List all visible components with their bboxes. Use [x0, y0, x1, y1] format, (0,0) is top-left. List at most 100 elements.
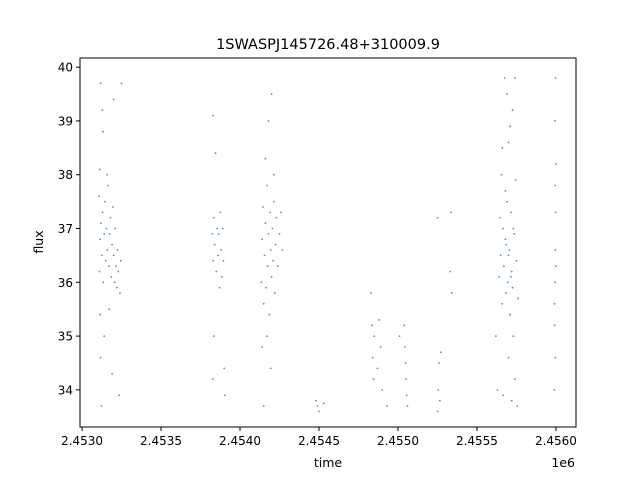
data-point [507, 141, 510, 144]
data-point [102, 281, 105, 284]
data-point [216, 227, 219, 230]
data-point [266, 265, 269, 268]
data-point [517, 297, 519, 300]
data-point [513, 378, 516, 381]
data-point [262, 405, 265, 407]
data-point [261, 345, 264, 348]
data-point [272, 259, 275, 262]
x-tick-label: 2.4550 [377, 434, 419, 448]
data-point [264, 222, 267, 225]
data-point [379, 345, 382, 348]
data-point [502, 227, 504, 230]
data-point [496, 388, 499, 391]
data-point [499, 254, 502, 257]
data-point [270, 276, 273, 278]
data-point [99, 313, 102, 316]
y-tick-label: 38 [58, 168, 73, 182]
data-point [511, 109, 514, 112]
data-point [115, 265, 117, 268]
data-point [511, 286, 514, 289]
data-point [316, 405, 319, 407]
data-point [262, 302, 265, 305]
data-point [220, 249, 222, 251]
data-point [505, 243, 508, 246]
x-tick-label: 2.4530 [61, 434, 103, 448]
data-point [278, 232, 281, 235]
data-point [214, 152, 217, 155]
data-point [438, 399, 441, 402]
data-point [502, 265, 505, 268]
data-point [217, 254, 219, 257]
data-point [100, 254, 103, 257]
data-point [111, 206, 114, 208]
data-point [117, 270, 120, 273]
data-point [509, 125, 512, 128]
data-point [450, 292, 453, 294]
data-point [112, 254, 115, 257]
data-point [265, 286, 267, 289]
data-point [112, 98, 115, 101]
data-point [263, 254, 266, 257]
data-point [381, 388, 384, 391]
data-point [322, 402, 325, 405]
data-point [213, 216, 215, 219]
data-point [510, 399, 513, 402]
data-point [98, 270, 101, 273]
data-point [111, 243, 113, 246]
data-point [220, 276, 223, 278]
data-point [224, 394, 226, 397]
data-point [222, 259, 225, 262]
data-point [100, 405, 103, 407]
data-point [514, 179, 517, 182]
data-point [378, 319, 380, 321]
data-point [554, 184, 557, 187]
data-point [109, 216, 112, 219]
data-point [553, 324, 556, 327]
y-tick-label: 35 [58, 330, 73, 344]
x-offset-label: 1e6 [551, 455, 575, 470]
data-point [439, 351, 442, 354]
data-point [262, 206, 264, 208]
data-point [217, 232, 220, 235]
data-point [211, 232, 214, 235]
data-point [510, 211, 512, 214]
data-point [314, 399, 317, 402]
data-point [386, 405, 388, 407]
data-point [103, 335, 106, 337]
data-point [212, 335, 215, 337]
data-point [555, 163, 557, 165]
data-point [99, 238, 102, 241]
data-point [554, 281, 556, 284]
data-point [281, 249, 284, 251]
data-point [265, 335, 268, 337]
data-point [376, 367, 379, 370]
data-point [500, 173, 503, 176]
data-point [372, 378, 375, 381]
data-point [212, 259, 215, 262]
axes-frame [79, 57, 577, 428]
data-point [506, 281, 509, 284]
data-point [106, 173, 108, 176]
data-point [318, 410, 320, 413]
data-point [100, 222, 102, 225]
x-tick-label: 2.4540 [219, 434, 261, 448]
y-tick-label: 40 [58, 61, 73, 75]
data-point [108, 232, 111, 235]
data-point [280, 211, 282, 214]
data-point [504, 238, 507, 241]
data-point [260, 281, 263, 284]
data-point [404, 345, 406, 348]
data-point [119, 292, 121, 294]
data-point [104, 259, 107, 262]
data-point [373, 335, 376, 337]
data-point [221, 227, 224, 230]
data-point [553, 388, 556, 391]
data-point [102, 130, 104, 133]
data-point [370, 292, 373, 294]
data-point [223, 367, 226, 370]
data-point [438, 362, 440, 364]
data-point [110, 276, 113, 278]
data-point [99, 356, 102, 359]
x-tick-label: 2.4535 [140, 434, 182, 448]
